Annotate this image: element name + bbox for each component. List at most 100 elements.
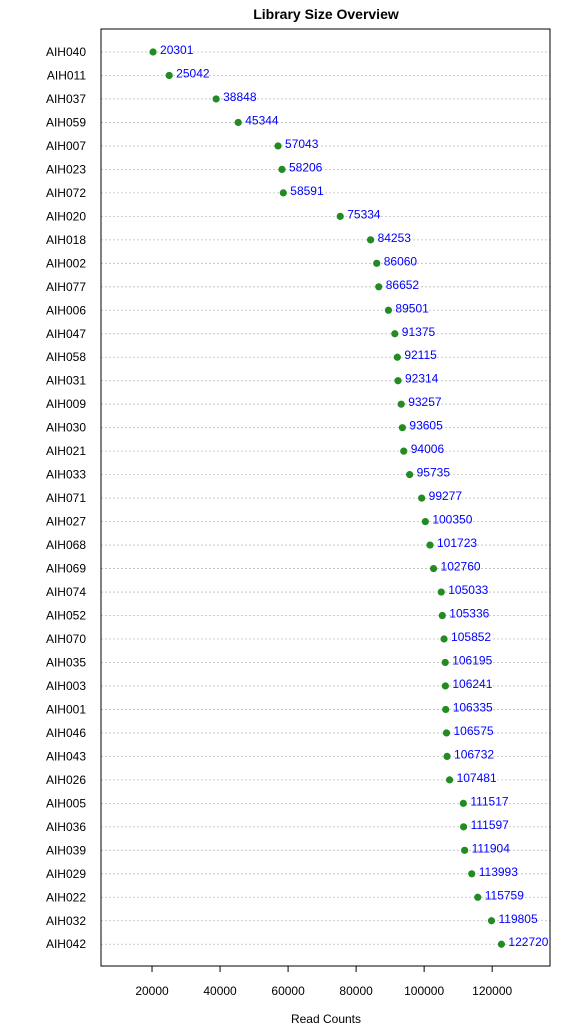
category-label: AIH033: [46, 468, 86, 482]
data-label: 58591: [290, 184, 324, 198]
category-label: AIH070: [46, 632, 86, 646]
data-point: [393, 353, 401, 361]
data-label: 100350: [432, 513, 472, 527]
data-label: 86060: [384, 254, 418, 268]
category-label: AIH011: [47, 68, 86, 82]
data-points: [149, 48, 506, 948]
data-label: 119805: [499, 912, 538, 926]
x-tick-label: 80000: [339, 984, 373, 998]
data-label: 25042: [176, 66, 210, 80]
data-point: [394, 377, 402, 385]
category-label: AIH023: [46, 162, 86, 176]
data-label: 106575: [454, 724, 494, 738]
data-point: [442, 705, 450, 714]
data-label: 38848: [223, 90, 257, 104]
data-point: [336, 212, 344, 220]
data-label: 45344: [245, 113, 279, 127]
data-label: 111597: [471, 818, 510, 832]
category-label: AIH026: [46, 773, 86, 787]
gridlines: [101, 51, 550, 945]
x-tick-label: 40000: [203, 984, 237, 998]
data-point: [437, 588, 445, 596]
category-label: AIH052: [46, 609, 86, 623]
data-label: 101723: [437, 536, 477, 550]
data-label: 93257: [408, 395, 442, 409]
data-point: [438, 611, 446, 620]
chart-title: Library Size Overview: [253, 6, 399, 22]
category-label: AIH071: [46, 491, 86, 505]
data-label: 106732: [454, 747, 494, 761]
data-point: [165, 71, 173, 80]
data-point: [445, 776, 454, 784]
data-point: [406, 471, 414, 479]
data-label: 99277: [429, 489, 463, 503]
data-point: [440, 635, 448, 643]
data-point: [441, 658, 449, 667]
category-label: AIH068: [46, 538, 86, 552]
x-tick-label: 60000: [271, 984, 305, 998]
category-label: AIH040: [46, 45, 86, 59]
data-point: [497, 940, 506, 948]
category-label: AIH043: [46, 749, 86, 763]
category-label: AIH018: [46, 233, 86, 247]
x-axis-label: Read Counts: [291, 1012, 361, 1025]
category-label: AIH022: [46, 890, 86, 904]
data-point: [474, 893, 482, 901]
data-point: [442, 729, 451, 737]
data-point: [421, 518, 429, 526]
category-label: AIH039: [46, 843, 86, 857]
category-label: AIH009: [46, 397, 86, 411]
data-labels: 20301 25042 38848 45344 57043 58206 58591 75334…: [160, 43, 549, 949]
data-label: 57043: [285, 137, 319, 151]
data-label: 102760: [441, 560, 481, 574]
data-point: [373, 259, 381, 267]
data-point: [468, 870, 476, 878]
category-label: AIH032: [46, 914, 86, 928]
data-point: [234, 118, 242, 127]
x-tick-label: 120000: [472, 984, 512, 998]
category-label: AIH003: [46, 679, 86, 693]
data-point: [443, 752, 451, 761]
data-label: 113993: [479, 865, 518, 879]
category-label: AIH077: [46, 280, 86, 294]
category-label: AIH030: [46, 421, 86, 435]
category-label: AIH074: [46, 585, 86, 599]
data-point: [441, 682, 449, 690]
data-label: 94006: [411, 442, 445, 456]
category-label: AIH035: [46, 655, 86, 669]
data-label: 92115: [404, 348, 437, 362]
data-label: 92314: [405, 372, 439, 386]
data-point: [487, 917, 496, 925]
x-axis: 20000 40000 60000 80000 100000 120000: [135, 965, 513, 998]
x-tick-label: 20000: [135, 984, 169, 998]
data-label: 105852: [451, 630, 491, 644]
category-label: AIH059: [46, 115, 86, 129]
data-label: 111904: [472, 841, 511, 855]
data-point: [461, 846, 469, 854]
data-point: [391, 330, 399, 338]
x-tick-label: 100000: [404, 984, 444, 998]
category-labels: AIH040 AIH011 AIH037 AIH059 AIH007 AIH023 AIH0…: [46, 45, 86, 951]
data-label: 89501: [395, 301, 429, 315]
category-label: AIH021: [46, 444, 86, 458]
data-point: [366, 236, 375, 244]
data-label: 106335: [453, 700, 493, 714]
data-label: 84253: [378, 231, 412, 245]
category-label: AIH001: [46, 702, 86, 716]
data-point: [429, 564, 438, 573]
data-point: [212, 95, 220, 103]
data-point: [398, 424, 406, 432]
data-point: [459, 799, 467, 807]
category-label: AIH037: [46, 92, 86, 106]
category-label: AIH047: [46, 327, 86, 341]
data-label: 93605: [409, 419, 443, 433]
category-label: AIH002: [46, 256, 86, 270]
data-label: 75334: [347, 207, 381, 221]
category-label: AIH005: [46, 796, 86, 810]
category-label: AIH058: [46, 350, 86, 364]
category-label: AIH069: [46, 562, 86, 576]
data-point: [278, 165, 286, 173]
data-label: 95735: [417, 466, 451, 480]
data-label: 105336: [449, 607, 489, 621]
